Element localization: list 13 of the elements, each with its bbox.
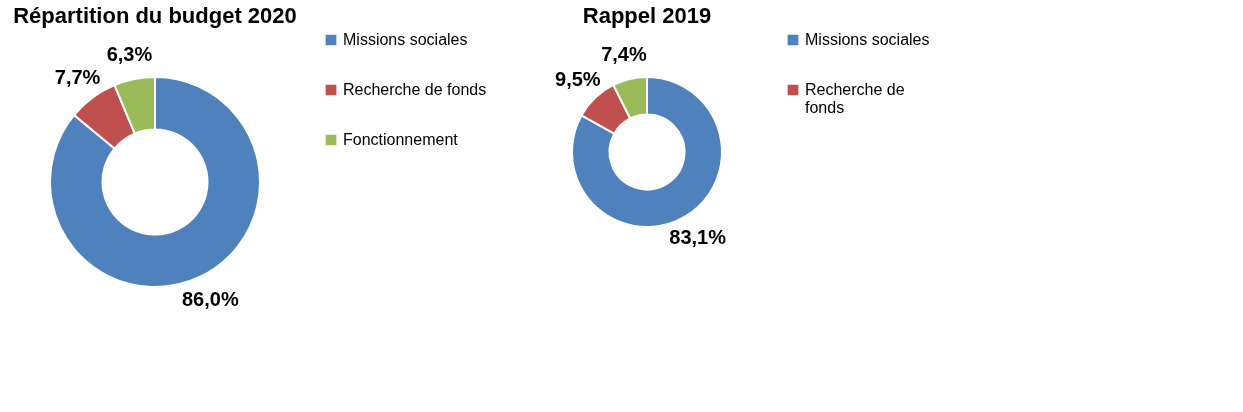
data-label: 7,4%: [601, 42, 647, 65]
chart-title: Rappel 2019: [582, 3, 712, 28]
legend-label: Recherche de fonds: [805, 81, 905, 116]
data-label: 83,1%: [669, 226, 727, 249]
legend-label: Recherche de fonds: [343, 81, 487, 98]
data-label: 86,0%: [181, 287, 239, 310]
data-label: 7,7%: [54, 65, 101, 88]
legend-label: Fonctionnement: [343, 131, 459, 148]
data-label: 9,5%: [555, 67, 601, 90]
data-label: 6,3%: [106, 42, 153, 65]
legend-label: Missions sociales: [805, 31, 930, 48]
chart-title: Répartition du budget 2020: [13, 3, 297, 28]
legend-label: Missions sociales: [343, 31, 468, 48]
